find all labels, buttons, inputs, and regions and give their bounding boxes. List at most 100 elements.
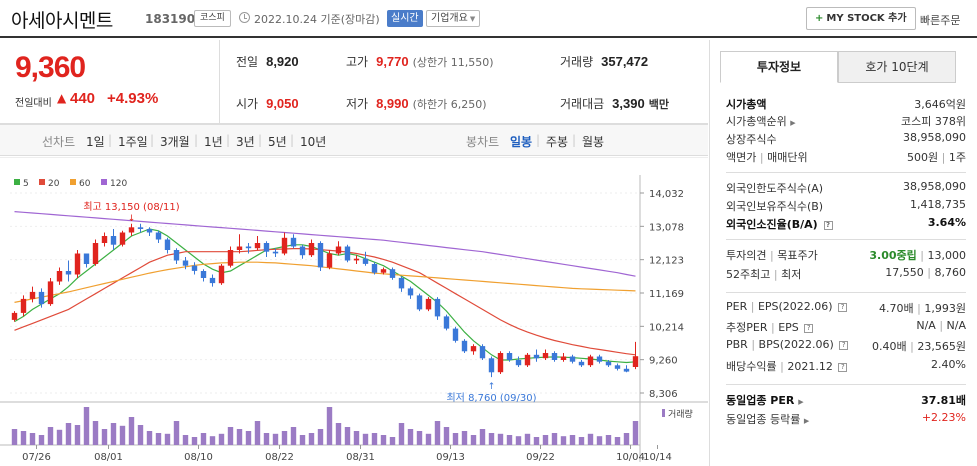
candle-body xyxy=(434,298,441,317)
high-price: 고가 9,770 (상한가 11,550) xyxy=(346,54,494,69)
tab-weekly[interactable]: 주봉 xyxy=(546,135,569,149)
volume-bar xyxy=(416,431,423,445)
min-annotation: 최저 8,760 (09/30) xyxy=(446,392,536,404)
tab-10y[interactable]: 10년 xyxy=(300,135,327,149)
volume-bar xyxy=(479,429,486,445)
tab-3m[interactable]: 3개월 xyxy=(160,135,190,149)
volume-legend-swatch xyxy=(662,409,665,417)
y-tick-label: 12,123 xyxy=(649,256,684,267)
tab-daily[interactable]: 일봉 xyxy=(510,135,533,149)
volume-bar xyxy=(119,425,126,445)
tab-line-chart[interactable]: 선차트 xyxy=(42,135,76,149)
x-tick-label: 08/22 xyxy=(265,452,294,463)
candle-body xyxy=(164,239,171,250)
candle-body xyxy=(542,353,549,359)
candle-body xyxy=(560,356,567,360)
candle-body xyxy=(308,243,315,256)
y-tick-label: 10,214 xyxy=(649,322,684,333)
plus-icon: + xyxy=(815,13,824,24)
candle-body xyxy=(623,368,630,372)
candle-body xyxy=(128,227,135,233)
y-tick-label: 8,306 xyxy=(649,389,678,400)
up-arrow-icon: ↑ xyxy=(488,382,496,392)
volume-bar xyxy=(65,423,72,445)
company-overview-dropdown[interactable]: 기업개요 ▼ xyxy=(426,10,481,27)
triangle-icon: ▶ xyxy=(798,398,804,406)
candle-body xyxy=(146,229,153,233)
candle-body xyxy=(272,251,279,254)
change-percent: +4.93% xyxy=(107,90,159,107)
row-shares: 상장주식수 38,958,090 xyxy=(726,131,966,146)
candle-body xyxy=(218,265,225,284)
volume-bar xyxy=(569,435,576,445)
tab-order-book[interactable]: 호가 10단계 xyxy=(838,51,956,83)
x-tick-label: 10/14 xyxy=(643,452,672,463)
volume-bar xyxy=(524,433,531,445)
volume-bar xyxy=(173,421,180,445)
volume-bar xyxy=(560,436,567,445)
volume-bar xyxy=(92,421,99,445)
candle-body xyxy=(353,258,360,261)
ma-line-60 xyxy=(14,261,636,303)
row-par-value: 액면가 | 매매단위 500원 | 1주 xyxy=(726,151,966,164)
tab-investment-info[interactable]: 투자정보 xyxy=(720,51,838,83)
add-mystock-button[interactable]: + MY STOCK 추가 xyxy=(806,7,916,30)
volume-bar xyxy=(578,437,585,445)
volume-bar xyxy=(497,433,504,445)
candlestick-chart-svg[interactable]: 5 20 60 120 14,032 13,078 12,123 11,169 10,214 9,… xyxy=(0,157,708,466)
row-foreign-limit: 외국인한도주식수(A) 38,958,090 xyxy=(726,180,966,195)
row-per-eps: PER | EPS(2022.06) ? 4.70배 | 1,993원 xyxy=(726,300,966,315)
x-tick-label: 09/13 xyxy=(436,452,465,463)
help-icon: ? xyxy=(839,340,849,350)
quick-order-link[interactable]: 빠른주문 xyxy=(920,14,961,27)
volume-bar xyxy=(254,421,261,445)
volume-bar xyxy=(551,433,558,445)
ma-line-5 xyxy=(14,228,636,364)
stock-name[interactable]: 아세아시멘트 xyxy=(11,10,113,32)
prev-close: 전일 8,920 xyxy=(236,54,299,69)
x-tick-label: 08/10 xyxy=(184,452,213,463)
legend-swatch xyxy=(14,179,20,185)
candle-body xyxy=(245,246,252,249)
volume-bar xyxy=(506,435,513,445)
row-market-cap-rank: 시가총액순위 ▶ 코스피 378위 xyxy=(726,115,966,128)
candle-body xyxy=(497,353,504,373)
realtime-button[interactable]: 실시간 xyxy=(387,10,423,27)
tab-1d[interactable]: 1일 xyxy=(86,135,105,149)
volume-bar xyxy=(101,429,108,445)
y-tick-label: 13,078 xyxy=(649,222,684,233)
candle-body xyxy=(11,312,18,320)
volume-bar xyxy=(191,437,198,445)
help-icon: ? xyxy=(823,220,833,230)
x-tick-label: 09/22 xyxy=(526,452,555,463)
legend-label: 20 xyxy=(48,179,60,189)
candle-body xyxy=(416,295,423,310)
candle-body xyxy=(29,291,36,299)
volume-bar xyxy=(110,423,117,445)
volume-bar xyxy=(164,433,171,445)
tab-monthly[interactable]: 월봉 xyxy=(582,135,605,149)
candle-body xyxy=(65,271,72,275)
tab-candle-chart[interactable]: 봉차트 xyxy=(466,135,500,149)
change-label: 전일대비 xyxy=(15,98,52,109)
candle-body xyxy=(47,281,54,305)
volume-bar xyxy=(371,433,378,445)
candle-body xyxy=(596,356,603,362)
down-arrow-icon: ↓ xyxy=(128,214,136,224)
tab-5y[interactable]: 5년 xyxy=(268,135,287,149)
volume-bar xyxy=(20,431,27,445)
row-industry-per: 동일업종 PER ▶ 37.81배 xyxy=(726,394,966,407)
volume-bar xyxy=(326,407,333,445)
candle-body xyxy=(110,236,117,245)
tab-1w[interactable]: 1주일 xyxy=(118,135,148,149)
volume-bar xyxy=(218,433,225,445)
price-chart[interactable]: 5 20 60 120 14,032 13,078 12,123 11,169 10,214 9,… xyxy=(0,157,708,466)
y-tick-label: 9,260 xyxy=(649,356,678,367)
tab-1y[interactable]: 1년 xyxy=(204,135,223,149)
legend-label: 5 xyxy=(23,179,29,189)
row-opinion: 투자의견 | 목표주가 3.00중립 | 13,000 xyxy=(726,249,966,262)
candle-body xyxy=(200,271,207,278)
volume-bar xyxy=(155,433,162,445)
legend-label: 60 xyxy=(79,179,91,189)
tab-3y[interactable]: 3년 xyxy=(236,135,255,149)
